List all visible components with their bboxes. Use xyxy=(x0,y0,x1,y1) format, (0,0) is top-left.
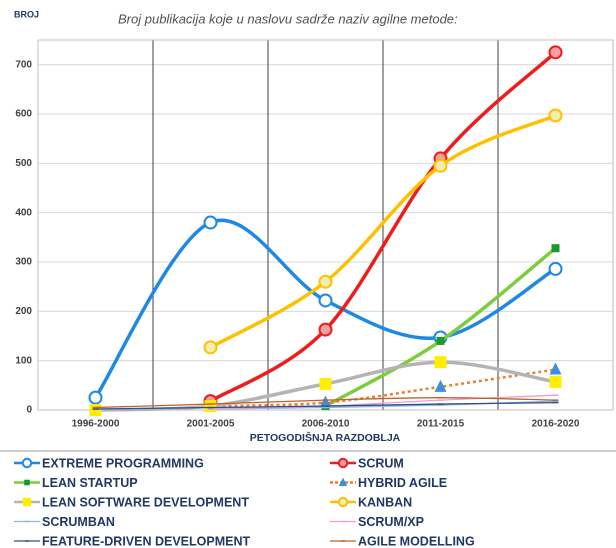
legend-label: HYBRID AGILE xyxy=(358,476,447,490)
y-tick-label: 0 xyxy=(26,405,32,416)
series-line xyxy=(94,218,557,399)
marker xyxy=(337,496,349,508)
marker xyxy=(203,340,218,355)
series-line xyxy=(210,368,556,408)
marker xyxy=(548,108,563,123)
marker xyxy=(434,379,447,392)
marker xyxy=(21,457,33,469)
legend-label: SCRUMBAN xyxy=(42,515,115,529)
y-tick-label: 200 xyxy=(15,306,32,317)
corner-label: BROJ xyxy=(14,9,39,19)
legend-label: LEAN SOFTWARE DEVELOPMENT xyxy=(42,495,249,509)
marker xyxy=(434,356,447,369)
x-tick-label: 1996-2000 xyxy=(72,419,120,430)
series-line xyxy=(209,113,557,349)
legend-label: SCRUM xyxy=(358,456,404,470)
legend-label: FEATURE-DRIVEN DEVELOPMENT xyxy=(42,534,250,548)
marker xyxy=(89,404,102,416)
marker xyxy=(319,377,332,390)
y-tick-label: 600 xyxy=(15,109,32,120)
marker xyxy=(88,390,103,405)
marker xyxy=(24,479,30,486)
marker xyxy=(337,457,349,469)
x-tick-label: 2006-2010 xyxy=(302,419,350,430)
y-tick-label: 400 xyxy=(15,207,32,218)
marker xyxy=(318,322,333,337)
legend-label: LEAN STARTUP xyxy=(42,476,138,490)
marker xyxy=(551,244,560,253)
marker xyxy=(338,477,348,486)
marker xyxy=(433,158,448,173)
chart-title: Broj publikacija koje u naslovu sadrže n… xyxy=(118,11,458,26)
marker xyxy=(318,274,333,289)
x-tick-label: 2001-2005 xyxy=(187,419,235,430)
marker xyxy=(22,497,32,507)
x-tick-label: 2011-2015 xyxy=(417,419,465,430)
marker xyxy=(548,261,563,276)
y-tick-label: 500 xyxy=(15,158,32,169)
y-tick-label: 700 xyxy=(15,59,32,70)
legend-label: KANBAN xyxy=(358,495,412,509)
marker xyxy=(318,293,333,308)
series-line xyxy=(209,51,557,403)
legend-label: AGILE MODELLING xyxy=(358,534,475,548)
x-tick-label: 2016-2020 xyxy=(532,419,580,430)
marker xyxy=(436,336,445,345)
x-axis-label: PETOGODIŠNJA RAZDOBLJA xyxy=(250,431,401,444)
y-tick-label: 300 xyxy=(15,257,32,268)
marker xyxy=(319,395,332,408)
marker xyxy=(548,45,563,60)
marker xyxy=(549,375,562,388)
marker xyxy=(204,400,217,413)
series-line xyxy=(210,394,556,410)
y-tick-label: 100 xyxy=(15,355,32,366)
legend-label: EXTREME PROGRAMMING xyxy=(42,456,204,470)
marker xyxy=(203,215,218,230)
marker xyxy=(549,362,562,375)
legend-label: SCRUM/XP xyxy=(358,515,424,529)
